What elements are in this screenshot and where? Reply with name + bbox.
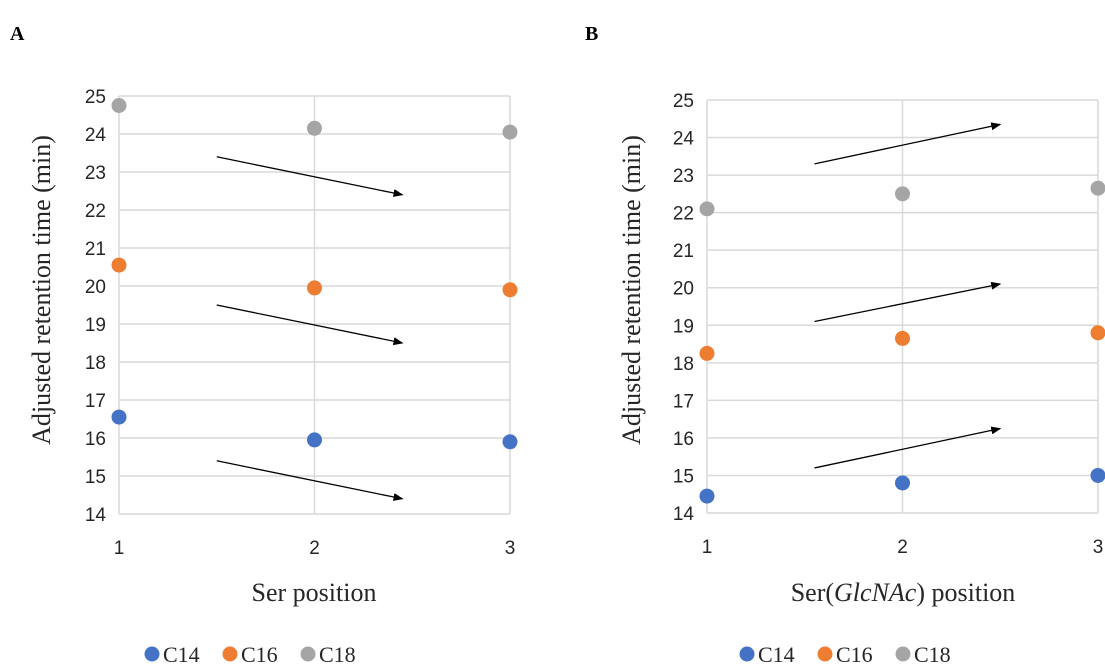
panel-b-y-tick-label: 18 — [673, 354, 694, 375]
panel-b-y-tick-label: 24 — [673, 129, 695, 150]
legend-marker-c16 — [222, 646, 238, 662]
panel-b-trend-arrow — [814, 426, 1002, 469]
panel-b-trend-arrow — [814, 281, 1002, 323]
panel-b-point-c16 — [895, 330, 910, 346]
panel-b-x-tick-label: 1 — [702, 537, 713, 558]
legend-label-c16: C16 — [836, 642, 873, 667]
panel-a-y-ticks: 14 15 16 17 18 19 20 21 22 23 24 25 — [85, 87, 107, 526]
panel-a-point-c14 — [307, 432, 322, 448]
legend-label-c14: C14 — [758, 642, 795, 667]
panel-b-y-tick-label: 16 — [673, 429, 694, 450]
panel-b-x-axis-title-part-2: GlcNAc — [834, 578, 917, 607]
panel-a-y-tick-label: 14 — [85, 505, 107, 526]
panel-a-trend-arrow — [216, 304, 404, 346]
panel-a-y-tick-label: 20 — [85, 277, 106, 298]
legend-marker-c14 — [739, 646, 755, 662]
panel-a-point-c18 — [502, 124, 518, 140]
panel-a-trend-arrow — [216, 156, 404, 197]
panel-a-x-axis-title: Ser position — [252, 578, 377, 607]
panel-b-y-tick-label: 15 — [673, 466, 694, 487]
legend-label-c18: C18 — [319, 642, 356, 667]
panel-a-point-c14 — [502, 434, 518, 450]
panel-b-point-c18 — [895, 186, 910, 202]
legend-marker-c18 — [895, 646, 911, 662]
panel-b-label: B — [585, 23, 598, 45]
panel-b-y-ticks: 14 15 16 17 18 19 20 21 22 23 24 25 — [673, 91, 695, 525]
panel-b-legend: C14 C16 C18 — [739, 642, 951, 667]
panel-a-y-axis-title: Adjusted retention time (min) — [27, 135, 56, 445]
panel-a-y-tick-label: 18 — [85, 353, 106, 374]
panel-b-grid — [706, 99, 1099, 514]
panel-a-y-tick-label: 16 — [85, 429, 106, 450]
legend-marker-c14 — [144, 646, 160, 662]
panel-b-x-ticks: 1 2 3 — [702, 537, 1104, 558]
panel-a-point-c16 — [111, 257, 127, 273]
panel-a-point-c16 — [307, 280, 322, 296]
panel-a-trend-arrow — [216, 460, 404, 501]
panel-a-point-c14 — [111, 409, 127, 425]
panel-b-y-tick-label: 19 — [673, 316, 694, 337]
panel-b-point-c18 — [699, 201, 715, 217]
panel-b-y-tick-label: 23 — [673, 166, 694, 187]
panel-b-trend-arrow — [814, 122, 1002, 165]
panel-a-y-tick-label: 17 — [85, 391, 106, 412]
panel-a-x-tick-label: 3 — [505, 538, 516, 559]
panel-b-y-tick-label: 14 — [673, 504, 695, 525]
panel-b-y-tick-label: 17 — [673, 391, 694, 412]
panel-a-x-tick-label: 1 — [114, 538, 125, 559]
legend-label-c14: C14 — [163, 642, 200, 667]
legend-marker-c18 — [300, 646, 316, 662]
panel-b-points — [699, 180, 1105, 504]
panel-b-x-axis-title-part-3: ) position — [916, 578, 1015, 607]
panel-a-y-tick-label: 24 — [85, 125, 107, 146]
panel-b-point-c14 — [1090, 467, 1105, 483]
panel-a-x-tick-label: 2 — [309, 538, 320, 559]
panel-a-x-ticks: 1 2 3 — [114, 538, 516, 559]
panel-a-y-tick-label: 23 — [85, 163, 106, 184]
panel-a-point-c18 — [111, 98, 127, 113]
panel-b-point-c18 — [1090, 180, 1105, 196]
panel-a-point-c16 — [502, 282, 518, 298]
panel-a-y-tick-label: 19 — [85, 315, 106, 336]
panel-b-point-c16 — [1090, 325, 1105, 341]
panel-b-x-tick-label: 2 — [897, 537, 908, 558]
panel-a-arrows — [216, 156, 404, 501]
panel-b-x-axis-title-part-1: Ser( — [791, 578, 834, 607]
panel-a-label: A — [10, 23, 25, 45]
panel-a-y-tick-label: 21 — [85, 239, 106, 260]
panel-a-y-tick-label: 25 — [85, 87, 106, 108]
panel-b-x-tick-label: 3 — [1093, 537, 1104, 558]
legend-label-c18: C18 — [914, 642, 951, 667]
legend-marker-c16 — [817, 646, 833, 662]
panel-b-y-axis-title: Adjusted retention time (min) — [617, 135, 646, 445]
legend-label-c16: C16 — [241, 642, 278, 667]
panel-a-points — [111, 98, 518, 450]
panel-b-arrows — [814, 122, 1002, 469]
panel-b-y-tick-label: 21 — [673, 241, 694, 262]
panel-a-y-tick-label: 15 — [85, 467, 106, 488]
panel-b-y-tick-label: 25 — [673, 91, 694, 112]
panel-a-y-tick-label: 22 — [85, 201, 106, 222]
panel-a-legend: C14 C16 C18 — [144, 642, 356, 667]
panel-b-y-tick-label: 22 — [673, 204, 694, 225]
panel-b-x-axis-title: Ser(GlcNAc) position — [791, 578, 1016, 607]
panel-a-point-c18 — [307, 120, 322, 136]
panel-a-grid — [118, 95, 511, 515]
panel-b-point-c16 — [699, 345, 715, 361]
panel-b-y-tick-label: 20 — [673, 279, 694, 300]
panel-b-point-c14 — [895, 475, 910, 491]
panel-b-point-c14 — [699, 488, 715, 504]
